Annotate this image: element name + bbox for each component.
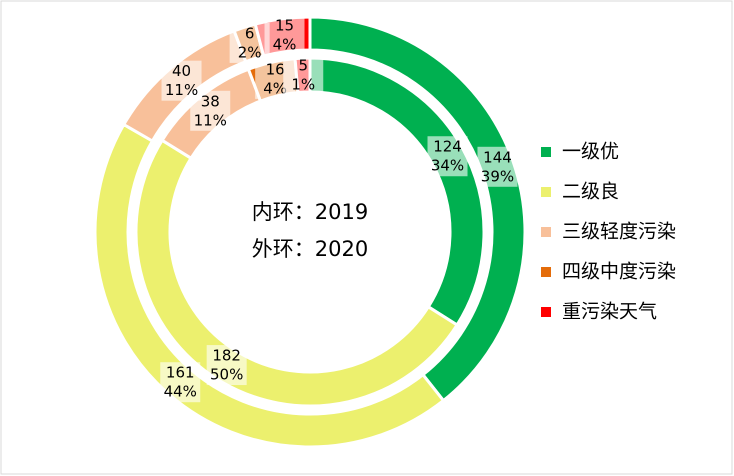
data-label: 34% [431,157,464,175]
legend-swatch [541,267,551,277]
data-label: 15 [275,17,294,35]
label-background [427,136,468,177]
data-label: 4% [273,36,297,54]
legend-label: 二级良 [562,181,619,203]
label-background [477,146,518,187]
label-background [160,362,201,403]
data-label: 39% [481,167,514,185]
data-label: 38 [201,92,220,110]
data-label: 182 [212,347,241,365]
data-label: 6 [245,24,255,42]
legend-label: 重污染天气 [562,301,657,323]
legend-swatch [541,227,551,237]
data-label: 1% [291,76,315,94]
data-label: 11% [165,81,198,99]
data-label: 161 [166,364,195,382]
data-label: 16 [266,60,285,78]
label-background [206,345,247,386]
label-background [264,15,305,56]
data-label: 4% [263,79,287,97]
data-label: 144 [483,148,512,166]
legend-label: 一级优 [562,141,619,163]
legend-swatch [541,307,551,317]
legend-swatch [541,147,551,157]
data-label: 11% [194,111,227,129]
data-label: 2% [238,43,262,61]
ring-segment [134,138,460,408]
data-label: 44% [164,383,197,401]
legend-label: 三级轻度污染 [562,221,676,243]
data-label: 5 [298,57,308,75]
label-background [161,60,202,101]
label-background [229,22,270,63]
center-text: 内环：2019 [252,200,368,224]
legend-swatch [541,187,551,197]
data-label: 124 [433,138,462,156]
label-background [283,55,324,96]
center-text: 外环：2020 [252,237,368,261]
data-label: 40 [172,62,191,80]
legend-label: 四级中度污染 [562,261,676,283]
data-label: 50% [210,366,243,384]
